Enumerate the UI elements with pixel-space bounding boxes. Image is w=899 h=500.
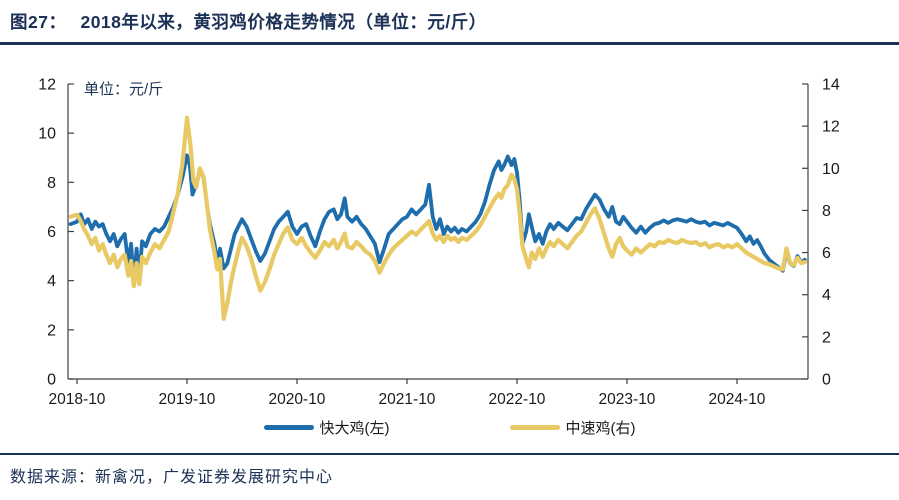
right-axis-ticks: 0 2 4 6 8 10 12 14	[802, 76, 840, 388]
series-line-medium-chicken	[68, 115, 807, 321]
x-tick-label: 2021-10	[379, 391, 436, 408]
chart-legend: 快大鸡(左) 中速鸡(右)	[0, 415, 899, 441]
x-tick-label: 2024-10	[709, 391, 766, 408]
page-title: 图27： 2018年以来，黄羽鸡价格走势情况（单位：元/斤）	[10, 9, 887, 34]
figure-title-text: 2018年以来，黄羽鸡价格走势情况（单位：元/斤）	[80, 12, 487, 32]
left-tick-label: 2	[47, 322, 56, 339]
x-tick-label: 2019-10	[159, 391, 216, 408]
left-tick-label: 0	[47, 371, 56, 388]
legend-item-medium-chicken: 中速鸡(右)	[509, 417, 636, 438]
price-trend-line-chart: 0 2 4 6 8 10 12 0 2 4 6 8 10 12 14 2018-10 2019-10 2020-1…	[38, 76, 840, 408]
report-header: 图27： 2018年以来，黄羽鸡价格走势情况（单位：元/斤）	[0, 0, 899, 42]
x-tick-label: 2020-10	[269, 391, 326, 408]
legend-label: 中速鸡(右)	[565, 420, 636, 437]
left-axis-ticks: 0 2 4 6 8 10 12	[38, 76, 74, 388]
left-tick-label: 4	[47, 273, 56, 290]
right-tick-label: 6	[822, 245, 831, 262]
x-tick-label: 2022-10	[489, 391, 546, 408]
chart-container: 0 2 4 6 8 10 12 0 2 4 6 8 10 12 14 2018-10 2019-10 2020-1…	[0, 47, 899, 441]
axes	[67, 83, 809, 380]
data-source-note: 数据来源：新禽况，广发证券发展研究中心	[10, 469, 334, 486]
figure-number-label: 图27：	[10, 12, 67, 32]
x-axis-ticks: 2018-10 2019-10 2020-10 2021-10 2022-10 2023-…	[49, 378, 766, 408]
right-tick-label: 14	[822, 76, 840, 93]
right-tick-label: 0	[822, 371, 831, 388]
legend-swatch-yellow-line	[509, 425, 560, 430]
left-tick-label: 12	[38, 76, 56, 93]
series-line-fast-chicken	[68, 152, 807, 285]
x-tick-label: 2023-10	[599, 391, 656, 408]
left-tick-label: 10	[38, 125, 56, 142]
legend-label: 快大鸡(左)	[319, 420, 390, 437]
right-tick-label: 2	[822, 329, 831, 346]
footer-divider	[0, 452, 899, 455]
x-tick-label: 2018-10	[49, 391, 106, 408]
left-tick-label: 8	[47, 174, 56, 191]
left-tick-label: 6	[47, 224, 56, 241]
legend-swatch-blue-line	[263, 425, 314, 430]
right-tick-label: 8	[822, 202, 831, 219]
right-tick-label: 12	[822, 118, 840, 135]
legend-item-fast-chicken: 快大鸡(左)	[263, 417, 390, 438]
title-divider	[0, 42, 899, 45]
right-tick-label: 10	[822, 160, 840, 177]
unit-label: 单位：元/斤	[84, 81, 163, 98]
right-tick-label: 4	[822, 287, 831, 304]
